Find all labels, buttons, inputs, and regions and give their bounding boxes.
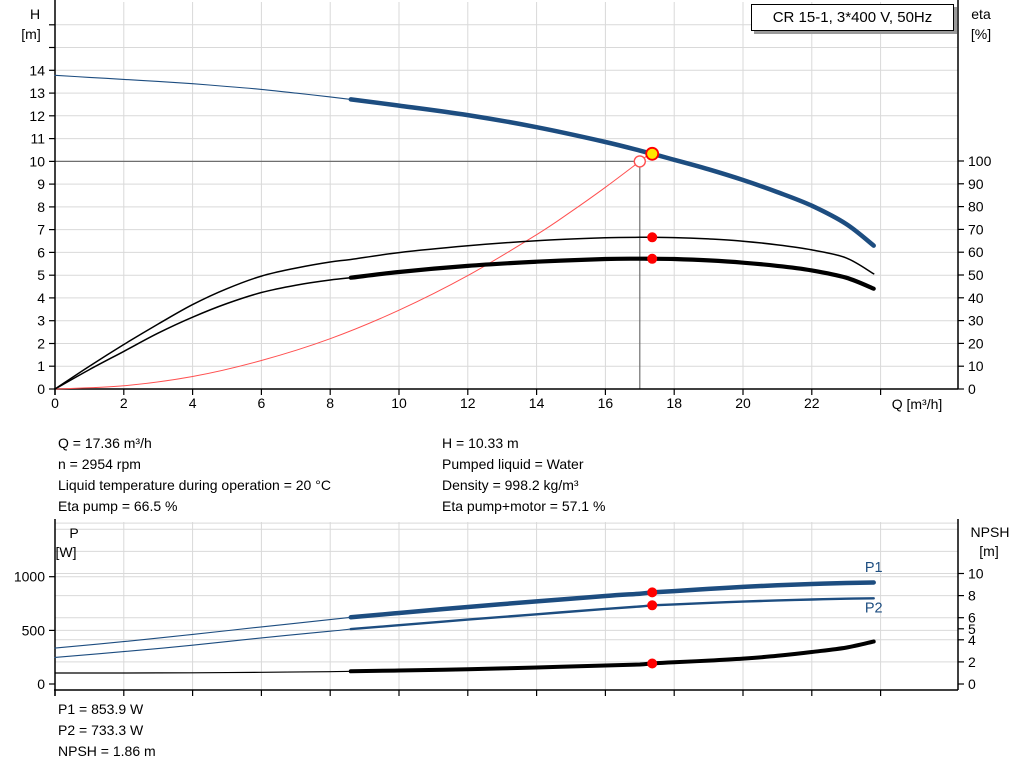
result-npsh: NPSH = 1.86 m bbox=[58, 743, 156, 759]
x-tick-label: 18 bbox=[666, 395, 682, 411]
right-axis-title: [m] bbox=[979, 543, 998, 559]
left-tick-label: 11 bbox=[30, 131, 45, 147]
right-tick-label: 50 bbox=[968, 267, 984, 283]
x-tick-label: 14 bbox=[529, 395, 545, 411]
right-axis-title: [%] bbox=[971, 26, 991, 42]
left-tick-label: 14 bbox=[29, 62, 45, 78]
left-tick-label: 5 bbox=[37, 267, 45, 283]
left-tick-label: 0 bbox=[37, 676, 45, 692]
left-tick-label: 0 bbox=[37, 381, 45, 397]
pump-title-box: CR 15-1, 3*400 V, 50Hz bbox=[751, 4, 954, 31]
eta-pump-curve bbox=[54, 236, 875, 390]
p2-curve bbox=[349, 597, 875, 631]
left-tick-label: 1000 bbox=[14, 569, 45, 585]
result-p1: P1 = 853.9 W bbox=[58, 701, 144, 717]
duty-results-left: Q = 17.36 m³/h n = 2954 rpm Liquid tempe… bbox=[58, 433, 331, 517]
p2-duty-point bbox=[647, 600, 658, 611]
right-tick-label: 10 bbox=[968, 566, 984, 582]
right-tick-label: 10 bbox=[968, 358, 984, 374]
eta-pump-motor-curve bbox=[348, 256, 876, 291]
right-tick-label: 30 bbox=[968, 313, 984, 329]
right-tick-label: 20 bbox=[968, 335, 984, 351]
p1-curve bbox=[348, 580, 876, 620]
result-eta-pump-motor: Eta pump+motor = 57.1 % bbox=[442, 498, 606, 514]
right-tick-label: 80 bbox=[968, 199, 984, 215]
result-q: Q = 17.36 m³/h bbox=[58, 435, 152, 451]
left-tick-label: 4 bbox=[37, 290, 45, 306]
left-tick-label: 2 bbox=[37, 336, 45, 352]
npsh-curve bbox=[348, 639, 876, 674]
x-tick-label: 0 bbox=[51, 395, 59, 411]
p1-curve-thin bbox=[54, 616, 352, 649]
right-tick-label: 60 bbox=[968, 244, 984, 260]
result-p2: P2 = 733.3 W bbox=[58, 722, 144, 738]
x-tick-label: 20 bbox=[735, 395, 751, 411]
result-eta-pump: Eta pump = 66.5 % bbox=[58, 498, 178, 514]
left-tick-label: 500 bbox=[22, 622, 46, 638]
grid bbox=[55, 2, 958, 389]
npsh-curve-thin bbox=[54, 670, 352, 674]
x-tick-label: 10 bbox=[391, 395, 407, 411]
right-tick-label: 0 bbox=[968, 676, 976, 692]
right-tick-label: 8 bbox=[968, 588, 976, 604]
left-tick-label: 10 bbox=[29, 153, 45, 169]
x-tick-label: 8 bbox=[326, 395, 334, 411]
right-tick-label: 5 bbox=[968, 621, 976, 637]
x-tick-label: 2 bbox=[120, 395, 128, 411]
power-chart: 0 500 1000 0 2 456 8 10 P [W] NPSH [m] P1 P2 bbox=[14, 519, 1010, 696]
left-tick-label: 12 bbox=[29, 108, 45, 124]
left-tick-label: 9 bbox=[37, 176, 45, 192]
right-tick-label: 6 bbox=[968, 610, 976, 626]
left-axis-title: H bbox=[30, 6, 40, 22]
x-tick-label: 16 bbox=[598, 395, 614, 411]
grid bbox=[55, 522, 958, 690]
right-tick-label: 4 bbox=[968, 632, 976, 648]
result-speed: n = 2954 rpm bbox=[58, 456, 141, 472]
p2-curve-thin bbox=[54, 628, 352, 658]
x-tick-label: 12 bbox=[460, 395, 476, 411]
power-results: P1 = 853.9 W P2 = 733.3 W NPSH = 1.86 m bbox=[58, 699, 156, 762]
left-tick-label: 8 bbox=[37, 199, 45, 215]
result-head: H = 10.33 m bbox=[442, 435, 519, 451]
right-tick-label: 0 bbox=[968, 381, 976, 397]
duty-results-right: H = 10.33 m Pumped liquid = Water Densit… bbox=[442, 433, 605, 517]
npsh-duty-point bbox=[647, 658, 658, 669]
left-tick-label: 6 bbox=[37, 244, 45, 260]
x-tick-label: 22 bbox=[804, 395, 820, 411]
eta-pump-motor-curve-thin bbox=[54, 276, 352, 390]
right-tick-label: 70 bbox=[968, 221, 984, 237]
x-axis-title: Q [m³/h] bbox=[892, 396, 943, 412]
left-tick-label: 13 bbox=[29, 85, 45, 101]
head-curve-thin bbox=[54, 74, 352, 100]
eta-pump-duty-point bbox=[647, 232, 658, 243]
duty-point[interactable] bbox=[645, 146, 660, 161]
right-tick-label: 100 bbox=[968, 153, 992, 169]
right-tick-label: 2 bbox=[968, 654, 976, 670]
right-axis-title: eta bbox=[971, 6, 991, 22]
head-curve bbox=[348, 97, 876, 248]
right-tick-label: 90 bbox=[968, 176, 984, 192]
head-chart: 0 2 4 6 8 10 12 14 16 18 20 22012345678910111213140… bbox=[21, 0, 992, 412]
left-axis-title: [W] bbox=[56, 544, 77, 560]
x-tick-label: 6 bbox=[258, 395, 266, 411]
eta-pump-motor-duty-point bbox=[647, 253, 658, 264]
right-tick-label: 40 bbox=[968, 290, 984, 306]
system-curve bbox=[54, 151, 653, 390]
result-pumped-liquid: Pumped liquid = Water bbox=[442, 456, 584, 472]
curve-label-p2: P2 bbox=[865, 601, 883, 617]
right-axis-title: NPSH bbox=[971, 524, 1010, 540]
rated-duty-point[interactable] bbox=[633, 155, 646, 168]
p1-duty-point bbox=[647, 587, 658, 598]
left-axis-title: [m] bbox=[21, 26, 40, 42]
left-tick-label: 7 bbox=[37, 222, 45, 238]
result-density: Density = 998.2 kg/m³ bbox=[442, 477, 579, 493]
x-tick-label: 4 bbox=[189, 395, 197, 411]
curve-label-p1: P1 bbox=[865, 560, 883, 576]
result-liquid-temp: Liquid temperature during operation = 20… bbox=[58, 477, 331, 493]
left-tick-label: 1 bbox=[37, 358, 45, 374]
left-tick-label: 3 bbox=[37, 313, 45, 329]
left-axis-title: P bbox=[69, 525, 78, 541]
